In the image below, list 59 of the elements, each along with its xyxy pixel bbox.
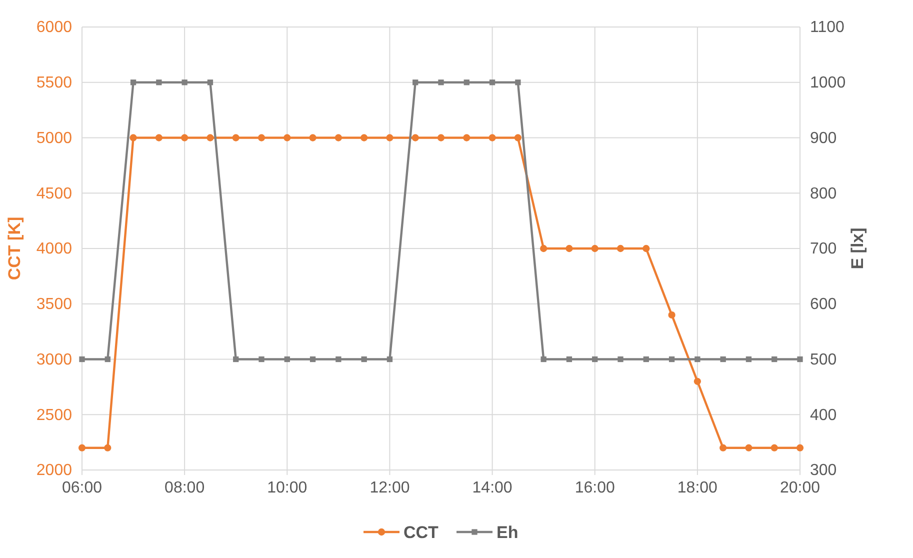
y2-tick-label: 800 — [810, 185, 837, 202]
point — [386, 134, 394, 142]
y2-tick-label: 700 — [810, 240, 837, 258]
point — [181, 134, 188, 142]
point — [130, 134, 137, 142]
y-tick-label: 3500 — [36, 296, 72, 313]
point — [412, 134, 419, 142]
y2-axis-title: E [lx] — [848, 228, 867, 270]
point — [642, 244, 650, 252]
point — [437, 134, 445, 142]
point — [720, 444, 727, 452]
point — [104, 444, 112, 452]
y2-tick-label: 1000 — [810, 74, 846, 92]
y2-tick-label: 400 — [810, 406, 837, 424]
point — [745, 444, 752, 452]
y2-tick-label: 1100 — [810, 19, 845, 36]
x-tick-label: 12:00 — [370, 479, 410, 496]
point — [770, 444, 778, 452]
point — [463, 134, 470, 142]
y-tick-label: 2000 — [36, 462, 72, 480]
point — [694, 378, 701, 385]
point — [591, 244, 598, 252]
y-tick-label: 2500 — [36, 406, 72, 424]
x-tick-label: 14:00 — [472, 479, 512, 496]
point — [309, 134, 316, 142]
point — [566, 244, 573, 252]
point — [258, 134, 266, 142]
point — [232, 134, 240, 142]
y2-tick-label: 300 — [810, 462, 837, 480]
point — [514, 134, 522, 142]
y2-tick-label: 600 — [810, 296, 837, 313]
x-tick-label: 20:00 — [780, 479, 820, 496]
x-tick-label: 08:00 — [164, 479, 205, 496]
x-tick-label: 10:00 — [267, 479, 308, 496]
y-axis-title: CCT [K] — [5, 216, 24, 280]
y-tick-label: 4500 — [36, 185, 72, 202]
point — [540, 244, 548, 252]
x-tick-label: 16:00 — [574, 479, 615, 496]
legend-label: CCT — [404, 523, 440, 542]
y2-tick-label: 500 — [810, 351, 837, 368]
y-tick-label: 6000 — [36, 19, 72, 36]
y2-tick-label: 900 — [810, 130, 837, 147]
x-tick-label: 06:00 — [62, 479, 102, 496]
point — [206, 134, 214, 142]
y-tick-label: 3000 — [36, 351, 72, 368]
point — [360, 134, 368, 142]
y-tick-label: 4000 — [36, 240, 72, 258]
legend-label: Eh — [496, 523, 518, 542]
point — [796, 444, 804, 452]
x-tick-label: 18:00 — [677, 479, 718, 496]
y-tick-label: 5500 — [36, 74, 72, 92]
point — [668, 311, 676, 319]
point — [616, 244, 624, 252]
point — [78, 444, 86, 452]
y-tick-label: 5000 — [36, 130, 72, 147]
point — [284, 134, 291, 142]
point — [488, 134, 496, 142]
point — [334, 134, 342, 142]
point — [155, 134, 162, 142]
